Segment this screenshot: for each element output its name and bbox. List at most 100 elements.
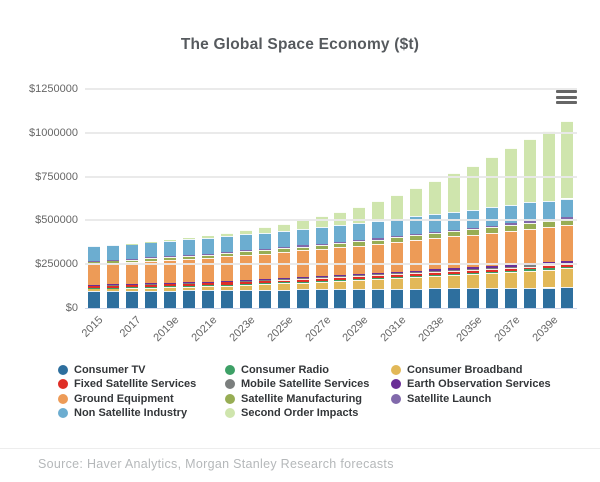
- bar-segment[interactable]: [201, 237, 214, 254]
- bar-segment[interactable]: [183, 286, 196, 291]
- bar-segment[interactable]: [126, 243, 139, 245]
- bar-segment[interactable]: [485, 265, 498, 268]
- bar-segment[interactable]: [201, 281, 214, 283]
- bar-segment[interactable]: [201, 254, 214, 258]
- bar-segment[interactable]: [447, 229, 460, 232]
- bar-segment[interactable]: [523, 202, 536, 222]
- bar-segment[interactable]: [107, 259, 120, 261]
- bar-segment[interactable]: [466, 274, 479, 289]
- bar-segment[interactable]: [107, 244, 120, 260]
- bar-segment[interactable]: [277, 247, 290, 249]
- bar-segment[interactable]: [220, 280, 233, 282]
- bar-segment[interactable]: [561, 198, 574, 218]
- bar-segment[interactable]: [466, 267, 479, 269]
- bar-segment[interactable]: [334, 277, 347, 280]
- bar-segment[interactable]: [126, 258, 139, 260]
- bar-segment[interactable]: [220, 233, 233, 236]
- bar-segment[interactable]: [372, 244, 385, 274]
- bar-segment[interactable]: [258, 232, 271, 249]
- bar-2037e[interactable]: [504, 0, 517, 308]
- bar-segment[interactable]: [391, 288, 404, 308]
- bar-segment[interactable]: [429, 276, 442, 289]
- bar-segment[interactable]: [429, 238, 442, 270]
- bar-segment[interactable]: [447, 288, 460, 308]
- bar-2025e[interactable]: [277, 0, 290, 308]
- bar-segment[interactable]: [372, 274, 385, 276]
- bar-2015[interactable]: [88, 0, 101, 308]
- bar-2030e[interactable]: [372, 0, 385, 308]
- bar-segment[interactable]: [504, 225, 517, 232]
- bar-segment[interactable]: [164, 257, 177, 261]
- bar-segment[interactable]: [372, 288, 385, 308]
- bar-segment[interactable]: [145, 241, 158, 243]
- bar-segment[interactable]: [220, 281, 233, 283]
- bar-2029e[interactable]: [353, 0, 366, 308]
- bar-segment[interactable]: [372, 239, 385, 245]
- bar-segment[interactable]: [523, 228, 536, 264]
- bar-segment[interactable]: [145, 290, 158, 308]
- bar-segment[interactable]: [315, 277, 328, 279]
- bar-segment[interactable]: [239, 283, 252, 285]
- bar-segment[interactable]: [164, 282, 177, 284]
- bar-segment[interactable]: [164, 256, 177, 258]
- bar-segment[interactable]: [88, 288, 101, 289]
- bar-segment[interactable]: [391, 242, 404, 272]
- bar-segment[interactable]: [429, 231, 442, 234]
- bar-segment[interactable]: [145, 258, 158, 262]
- bar-segment[interactable]: [183, 282, 196, 284]
- bar-segment[interactable]: [277, 282, 290, 284]
- bar-segment[interactable]: [391, 218, 404, 237]
- bar-segment[interactable]: [372, 238, 385, 240]
- bar-segment[interactable]: [334, 279, 347, 282]
- bar-segment[interactable]: [391, 273, 404, 275]
- bar-segment[interactable]: [126, 262, 139, 284]
- bar-segment[interactable]: [145, 261, 158, 284]
- bar-2016[interactable]: [107, 0, 120, 308]
- bar-segment[interactable]: [561, 260, 574, 263]
- bar-segment[interactable]: [542, 200, 555, 220]
- bar-segment[interactable]: [126, 283, 139, 285]
- bar-segment[interactable]: [126, 243, 139, 259]
- bar-segment[interactable]: [561, 217, 574, 220]
- bar-segment[interactable]: [145, 283, 158, 285]
- bar-segment[interactable]: [485, 225, 498, 228]
- bar-segment[interactable]: [277, 283, 290, 290]
- bar-segment[interactable]: [391, 274, 404, 277]
- bar-segment[interactable]: [466, 234, 479, 267]
- bar-segment[interactable]: [542, 221, 555, 228]
- bar-segment[interactable]: [466, 227, 479, 230]
- bar-segment[interactable]: [372, 275, 385, 279]
- bar-segment[interactable]: [220, 251, 233, 253]
- bar-segment[interactable]: [201, 286, 214, 291]
- bar-segment[interactable]: [145, 257, 158, 259]
- bar-segment[interactable]: [277, 278, 290, 279]
- bar-segment[interactable]: [220, 236, 233, 252]
- bar-segment[interactable]: [258, 280, 271, 284]
- bar-segment[interactable]: [126, 284, 139, 285]
- bar-segment[interactable]: [429, 274, 442, 277]
- bar-segment[interactable]: [429, 271, 442, 275]
- bar-segment[interactable]: [485, 271, 498, 274]
- bar-segment[interactable]: [296, 228, 309, 246]
- bar-2026e[interactable]: [296, 0, 309, 308]
- bar-segment[interactable]: [88, 264, 101, 285]
- bar-segment[interactable]: [315, 243, 328, 245]
- bar-segment[interactable]: [334, 242, 347, 244]
- bar-segment[interactable]: [391, 236, 404, 238]
- bar-segment[interactable]: [561, 287, 574, 308]
- bar-segment[interactable]: [88, 261, 101, 264]
- bar-segment[interactable]: [88, 285, 101, 286]
- bar-segment[interactable]: [353, 280, 366, 290]
- bar-segment[interactable]: [220, 284, 233, 286]
- bar-segment[interactable]: [334, 225, 347, 242]
- bar-segment[interactable]: [164, 286, 177, 288]
- bar-segment[interactable]: [277, 224, 290, 231]
- bar-segment[interactable]: [201, 285, 214, 287]
- bar-segment[interactable]: [485, 273, 498, 289]
- bar-segment[interactable]: [410, 288, 423, 308]
- bar-segment[interactable]: [296, 282, 309, 290]
- bar-segment[interactable]: [277, 278, 290, 280]
- bar-segment[interactable]: [88, 285, 101, 288]
- bar-segment[interactable]: [485, 227, 498, 233]
- bar-2021e[interactable]: [201, 0, 214, 308]
